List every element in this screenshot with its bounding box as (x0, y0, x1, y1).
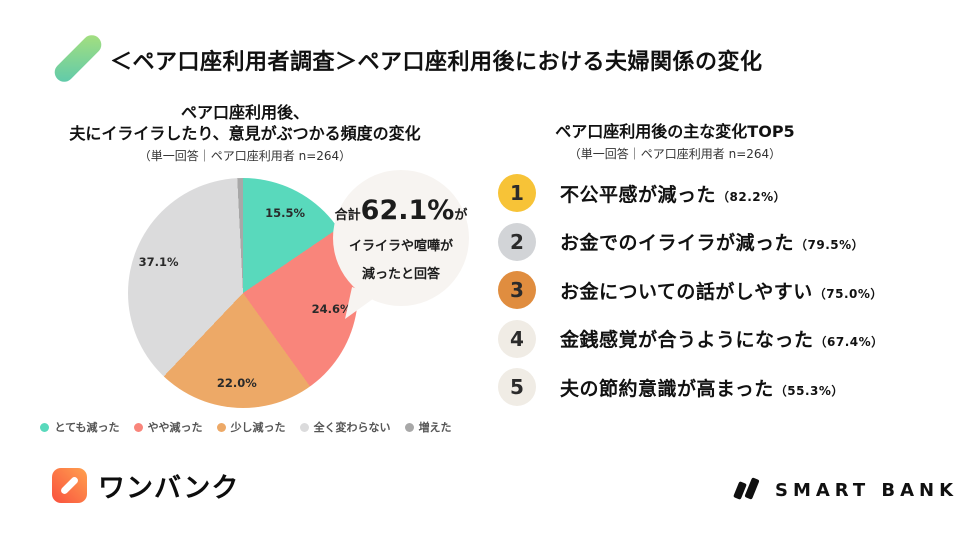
rank-label: 夫の節約意識が高まった（55.3%） (560, 377, 844, 400)
pie-slice-label: 37.1% (138, 254, 179, 269)
ranking-title: ペア口座利用後の主な変化TOP5 (555, 122, 795, 141)
rank-badge: 2 (498, 222, 536, 261)
rank-badge: 3 (498, 271, 536, 309)
rank-percent: （79.5%） (795, 238, 865, 252)
ranking-row: 4 金銭感覚が合うようになった（67.4%） (498, 319, 943, 358)
callout-line3: 減ったと回答 (361, 266, 440, 282)
smartbank-mark-icon (733, 475, 763, 505)
pie-slice-label: 15.5% (265, 206, 306, 221)
legend-item: 全く変わらない (299, 419, 391, 435)
pie-slice-label: 24.6% (311, 301, 352, 316)
legend-label: 増えた (418, 421, 452, 434)
ranking-row: 1 不公平感が減った（82.2%） (498, 174, 943, 212)
pie-legend: とても減った やや減った 少し減った 全く変わらない 増えた (0, 419, 492, 435)
rank-badge: 4 (498, 319, 536, 358)
pie-chart-title: ペア口座利用後、 夫にイライラしたり、意見がぶつかる頻度の変化 （単一回答｜ペア… (15, 102, 475, 164)
rank-label: お金についての話がしやすい（75.0%） (560, 280, 883, 303)
ranking-row: 3 お金についての話がしやすい（75.0%） (498, 271, 943, 309)
pie-title-subtitle: （単一回答｜ペア口座利用者 n=264） (138, 149, 352, 163)
callout-suffix: が (454, 207, 468, 223)
legend-label: やや減った (147, 421, 203, 434)
rank-percent: （75.0%） (813, 286, 883, 301)
pie-title-line1: ペア口座利用後、 (180, 103, 309, 122)
onebank-logo: ワンバンク (52, 466, 239, 505)
legend-dot-icon (40, 422, 50, 432)
ranking-row: 2 お金でのイライラが減った（79.5%） (498, 222, 943, 261)
onebank-app-icon (52, 468, 87, 503)
legend-label: とても減った (54, 421, 120, 434)
ranking-subtitle: （単一回答｜ペア口座利用者 n=264） (568, 147, 782, 161)
ranking-title-block: ペア口座利用後の主な変化TOP5 （単一回答｜ペア口座利用者 n=264） (490, 118, 860, 162)
ranking-row: 5 夫の節約意識が高まった（55.3%） (498, 368, 943, 406)
rank-percent: （67.4%） (814, 335, 884, 349)
callout-headline: 合計 62.1% が (335, 195, 468, 226)
page-title: ＜ペア口座利用者調査＞ペア口座利用後における夫婦関係の変化 (110, 50, 763, 75)
legend-dot-icon (299, 422, 309, 432)
rank-badge: 5 (498, 368, 536, 406)
rank-label: 金銭感覚が合うようになった（67.4%） (560, 329, 884, 351)
legend-item: とても減った (40, 419, 120, 435)
smartbank-logo-text: SMART BANK (775, 479, 959, 501)
rank-percent: （55.3%） (774, 383, 844, 398)
onebank-logo-text: ワンバンク (98, 473, 240, 504)
callout-bubble: 合計 62.1% が イライラや喧嘩が 減ったと回答 (333, 170, 469, 306)
gradient-pen-stroke-icon (50, 31, 106, 86)
legend-item: 増えた (404, 419, 452, 435)
legend-label: 少し減った (230, 421, 286, 434)
legend-dot-icon (216, 422, 226, 432)
legend-item: やや減った (133, 419, 203, 435)
callout-line2: イライラや喧嘩が (348, 238, 453, 254)
legend-item: 少し減った (216, 419, 286, 435)
rank-label: お金でのイライラが減った（79.5%） (560, 232, 865, 254)
legend-dot-icon (404, 422, 414, 432)
rank-label: 不公平感が減った（82.2%） (560, 183, 787, 206)
pie-title-line2: 夫にイライラしたり、意見がぶつかる頻度の変化 (69, 124, 421, 143)
callout-prefix: 合計 (334, 207, 361, 223)
legend-label: 全く変わらない (313, 421, 391, 434)
ranking-list: 1 不公平感が減った（82.2%） 2 お金でのイライラが減った（79.5%） 3 お金に… (498, 174, 943, 417)
legend-dot-icon (133, 422, 143, 432)
rank-badge: 1 (498, 174, 536, 212)
slash-icon (59, 475, 80, 496)
pie-slice-label: 22.0% (216, 375, 257, 390)
rank-percent: （82.2%） (717, 189, 787, 204)
pie-chart: 15.5% 24.6% 22.0% 37.1% (128, 178, 358, 408)
smartbank-logo: SMART BANK (733, 475, 958, 505)
callout-value: 62.1% (360, 194, 455, 226)
